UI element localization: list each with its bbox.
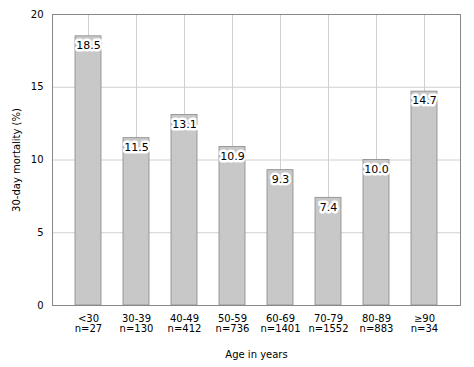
svg-text:20: 20 <box>31 9 44 20</box>
svg-text:30-day mortality (%): 30-day mortality (%) <box>11 108 22 212</box>
svg-text:60-69n=1401: 60-69n=1401 <box>260 313 300 334</box>
svg-text:15: 15 <box>31 81 44 92</box>
svg-text:10.9: 10.9 <box>220 150 245 163</box>
svg-text:13.1: 13.1 <box>172 118 197 131</box>
svg-text:9.3: 9.3 <box>272 173 290 186</box>
svg-text:40-49n=412: 40-49n=412 <box>168 313 202 334</box>
svg-text:30-39n=130: 30-39n=130 <box>120 313 154 334</box>
svg-text:<30n=27: <30n=27 <box>75 313 102 334</box>
svg-text:0: 0 <box>37 300 43 311</box>
svg-text:50-59n=736: 50-59n=736 <box>216 313 250 334</box>
svg-text:11.5: 11.5 <box>124 141 149 154</box>
svg-text:70-79n=1552: 70-79n=1552 <box>308 313 348 334</box>
svg-text:14.7: 14.7 <box>412 94 437 107</box>
svg-text:7.4: 7.4 <box>320 201 338 214</box>
svg-text:10.0: 10.0 <box>364 163 389 176</box>
svg-text:10: 10 <box>31 154 44 165</box>
svg-text:≥90n=34: ≥90n=34 <box>411 313 438 334</box>
svg-text:5: 5 <box>37 227 43 238</box>
svg-text:18.5: 18.5 <box>76 39 101 52</box>
svg-text:Age in years: Age in years <box>225 349 287 360</box>
svg-text:80-89n=883: 80-89n=883 <box>360 313 394 334</box>
